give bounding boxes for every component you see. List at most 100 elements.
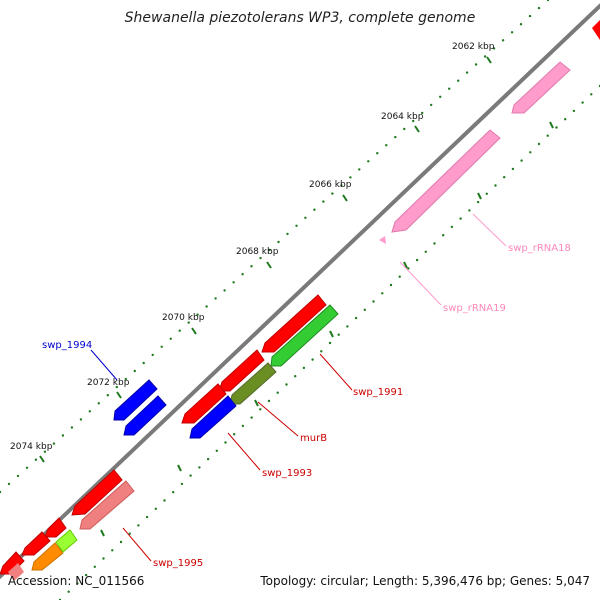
label-swp-rRNA19[interactable]: swp_rRNA19 (443, 303, 506, 314)
inner-tick-dot (450, 225, 454, 229)
outer-tick-dot (259, 256, 262, 260)
outer-tick-dot (7, 482, 11, 486)
gene-green-1[interactable] (270, 304, 339, 367)
outer-tick-dot (34, 458, 38, 461)
outer-tick-dot (492, 47, 496, 50)
inner-tick-dot (459, 217, 462, 220)
reverse-strand-genes (8, 304, 339, 581)
gene-lime[interactable] (55, 529, 78, 553)
outer-tick-dot (106, 394, 110, 397)
inner-tick-dot (154, 507, 157, 510)
inner-tick-dot (311, 358, 314, 361)
axis-label-2068: 2068 kbp (236, 247, 279, 257)
inner-tick-dot (67, 590, 70, 593)
outer-tick-dot (223, 289, 226, 292)
gene-swp-rRNA18-upper[interactable] (511, 61, 571, 114)
label-swp-1995[interactable]: swp_1995 (153, 558, 203, 569)
outer-tick-dot (214, 297, 217, 300)
inner-tick-dot (189, 474, 192, 477)
inner-tick-dot (267, 399, 271, 403)
inner-tick-track (58, 84, 600, 600)
inner-tick-dot (407, 267, 410, 270)
inner-tick-dot (276, 391, 279, 394)
inner-tick-dot (128, 532, 131, 535)
outer-tick-dot (268, 248, 271, 252)
inner-tick-dot (581, 101, 584, 104)
label-swp-rRNA18[interactable]: swp_rRNA18 (508, 243, 571, 254)
axis-label-2074: 2074 kbp (10, 442, 53, 452)
axis-label-2072: 2072 kbp (87, 378, 130, 388)
outer-tick-dot (331, 192, 334, 195)
gene-swp-rRNA19[interactable] (379, 236, 386, 244)
outer-tick-dot (528, 14, 532, 18)
outer-tick-dot (385, 144, 388, 147)
inner-tick-dot (302, 366, 306, 370)
inner-tick-dot (476, 200, 480, 204)
genome-backbone (0, 3, 600, 580)
axis-label-2070: 2070 kbp (162, 313, 205, 323)
forward-strand-genes (0, 20, 600, 575)
inner-tick-dot (137, 524, 140, 527)
outer-tick-dot (52, 442, 56, 445)
outer-tick-dot (474, 63, 478, 66)
outer-tick-dot (403, 127, 406, 131)
inner-tick-dot (93, 565, 97, 568)
outer-tick-dot (16, 474, 20, 478)
outer-tick-dot (196, 313, 199, 316)
inner-tick-dot (433, 242, 436, 245)
outer-tick-dot (546, 0, 550, 2)
inner-tick-dot (259, 408, 262, 411)
gene-red-6[interactable] (21, 531, 51, 556)
outer-tick-dot (142, 361, 145, 365)
inner-tick-dot (172, 491, 175, 494)
inner-tick-dot (468, 209, 471, 212)
inner-tick-dot (372, 300, 375, 303)
outer-tick-dot (295, 224, 298, 227)
inner-tick-dot (76, 582, 79, 585)
gene-swp-1994-b[interactable] (123, 395, 167, 436)
outer-tick-dot (394, 135, 397, 139)
major-ticks (39, 56, 554, 537)
gene-red-top-right[interactable] (592, 20, 600, 40)
label-swp-1993[interactable]: swp_1993 (262, 468, 312, 479)
outer-tick-dot (133, 369, 136, 373)
inner-tick-dot (564, 118, 567, 121)
label-swp-1991[interactable]: swp_1991 (353, 387, 403, 398)
inner-tick-dot (224, 441, 227, 444)
inner-tick-dot (145, 515, 149, 519)
gene-red-3[interactable] (181, 383, 227, 424)
inner-tick-dot (424, 250, 427, 253)
inner-tick-dot (494, 184, 497, 187)
gene-pink-small[interactable] (8, 563, 24, 581)
gene-red-5[interactable] (44, 517, 67, 538)
inner-tick-dot (241, 424, 245, 428)
label-murB[interactable]: murB (300, 433, 327, 444)
gene-swp-rRNA18[interactable] (391, 129, 501, 233)
outer-tick-dot (43, 450, 47, 453)
gene-swp-1994-a[interactable] (113, 379, 158, 421)
inner-tick-dot (206, 457, 210, 461)
gene-swp-1993[interactable] (189, 395, 237, 439)
label-swp-1994[interactable]: swp_1994 (42, 340, 92, 351)
gene-red-4[interactable] (71, 469, 123, 516)
outer-tick-dot (358, 168, 361, 171)
inner-tick-dot (590, 93, 593, 96)
gene-swp-1995[interactable] (79, 480, 135, 530)
gene-swp-1991-red[interactable] (261, 294, 327, 353)
inner-tick-dot (389, 283, 393, 287)
gene-orange[interactable] (31, 542, 64, 571)
outer-tick-dot (250, 265, 253, 268)
outer-tick-dot (25, 466, 29, 469)
outer-tick-dot (187, 321, 190, 324)
inner-tick-dot (381, 292, 384, 295)
outer-tick-dot (277, 240, 280, 244)
outer-tick-dot (79, 418, 83, 421)
inner-tick-dot (320, 350, 323, 353)
inner-tick-dot (250, 416, 253, 419)
map-title: Shewanella piezotolerans WP3, complete g… (124, 10, 476, 26)
accession-text: Accession: NC_011566 (8, 574, 145, 588)
outer-tick-dot (286, 232, 289, 236)
inner-tick-dot (233, 433, 236, 436)
outer-tick-track (0, 0, 550, 494)
